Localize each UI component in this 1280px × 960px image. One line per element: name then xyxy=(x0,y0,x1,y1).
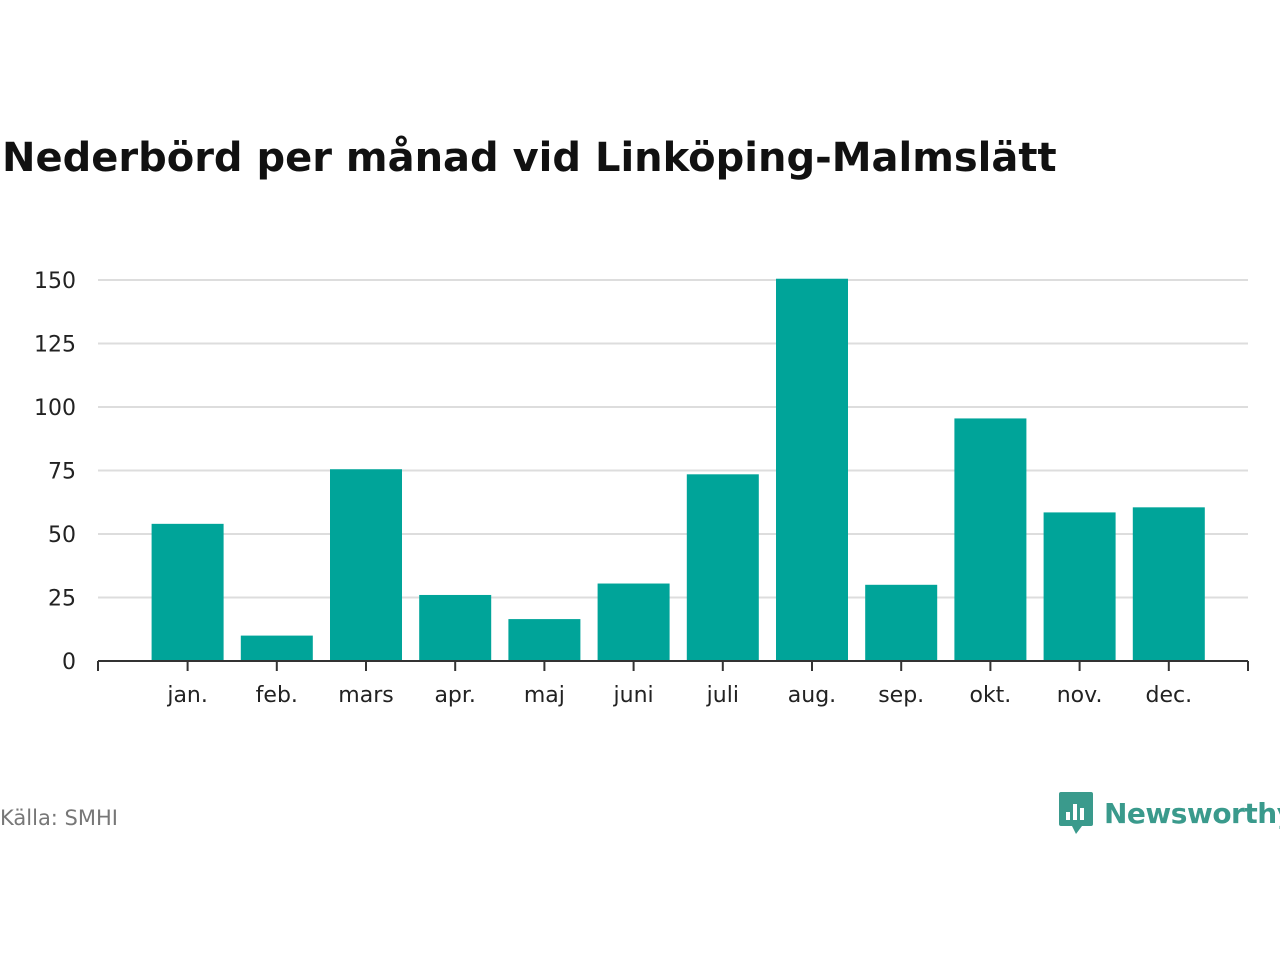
x-tick-label: apr. xyxy=(434,683,475,708)
bar-nov xyxy=(1043,512,1116,661)
y-tick-label: 75 xyxy=(48,460,76,485)
x-tick-label: mars xyxy=(338,683,393,708)
bar-aug xyxy=(776,278,848,661)
bar-mars xyxy=(330,469,402,661)
bar-maj xyxy=(508,619,581,661)
bar-juli xyxy=(686,474,759,661)
chart-title: Nederbörd per månad vid Linköping-Malmsl… xyxy=(2,135,1057,181)
x-tick-label: jan. xyxy=(166,683,208,708)
bar-apr xyxy=(419,594,492,661)
source-label: Källa: SMHI xyxy=(0,806,118,830)
gridlines xyxy=(98,279,1248,599)
x-tick-label: feb. xyxy=(256,683,298,708)
x-tick-label: juni xyxy=(613,683,654,708)
x-axis-ticks: jan. feb. mars apr. maj juni juli aug. sep. okt. n… xyxy=(166,683,1192,708)
x-axis xyxy=(97,660,1249,671)
x-tick-label: maj xyxy=(524,683,565,708)
y-axis-ticks: 0 25 50 75 100 125 150 xyxy=(34,269,76,675)
x-tick-label: okt. xyxy=(969,683,1011,708)
y-tick-label: 50 xyxy=(48,523,76,548)
x-tick-label: sep. xyxy=(878,683,924,708)
speech-bubble-bar-chart-icon xyxy=(1059,792,1093,834)
bar-chart: 0 25 50 75 100 125 150 jan. feb. mars apr. maj juni… xyxy=(34,269,1249,708)
bar-jan xyxy=(151,523,224,661)
bar-dec xyxy=(1132,507,1205,661)
y-tick-label: 150 xyxy=(34,269,76,294)
x-tick-label: juli xyxy=(706,683,739,708)
bar-feb xyxy=(240,635,313,661)
x-tick-label: dec. xyxy=(1146,683,1193,708)
y-tick-label: 125 xyxy=(34,333,76,358)
y-tick-label: 0 xyxy=(62,650,76,675)
bars xyxy=(151,278,1205,661)
y-tick-label: 25 xyxy=(48,587,76,612)
x-tick-label: nov. xyxy=(1057,683,1103,708)
bar-okt xyxy=(954,418,1027,661)
bar-juni xyxy=(597,583,670,661)
y-tick-label: 100 xyxy=(34,396,76,421)
x-tick-label: aug. xyxy=(788,683,836,708)
bar-sep xyxy=(865,584,938,661)
brand-name: Newsworthy xyxy=(1104,796,1280,830)
newsworthy-logo: Newsworthy xyxy=(1058,790,1280,836)
